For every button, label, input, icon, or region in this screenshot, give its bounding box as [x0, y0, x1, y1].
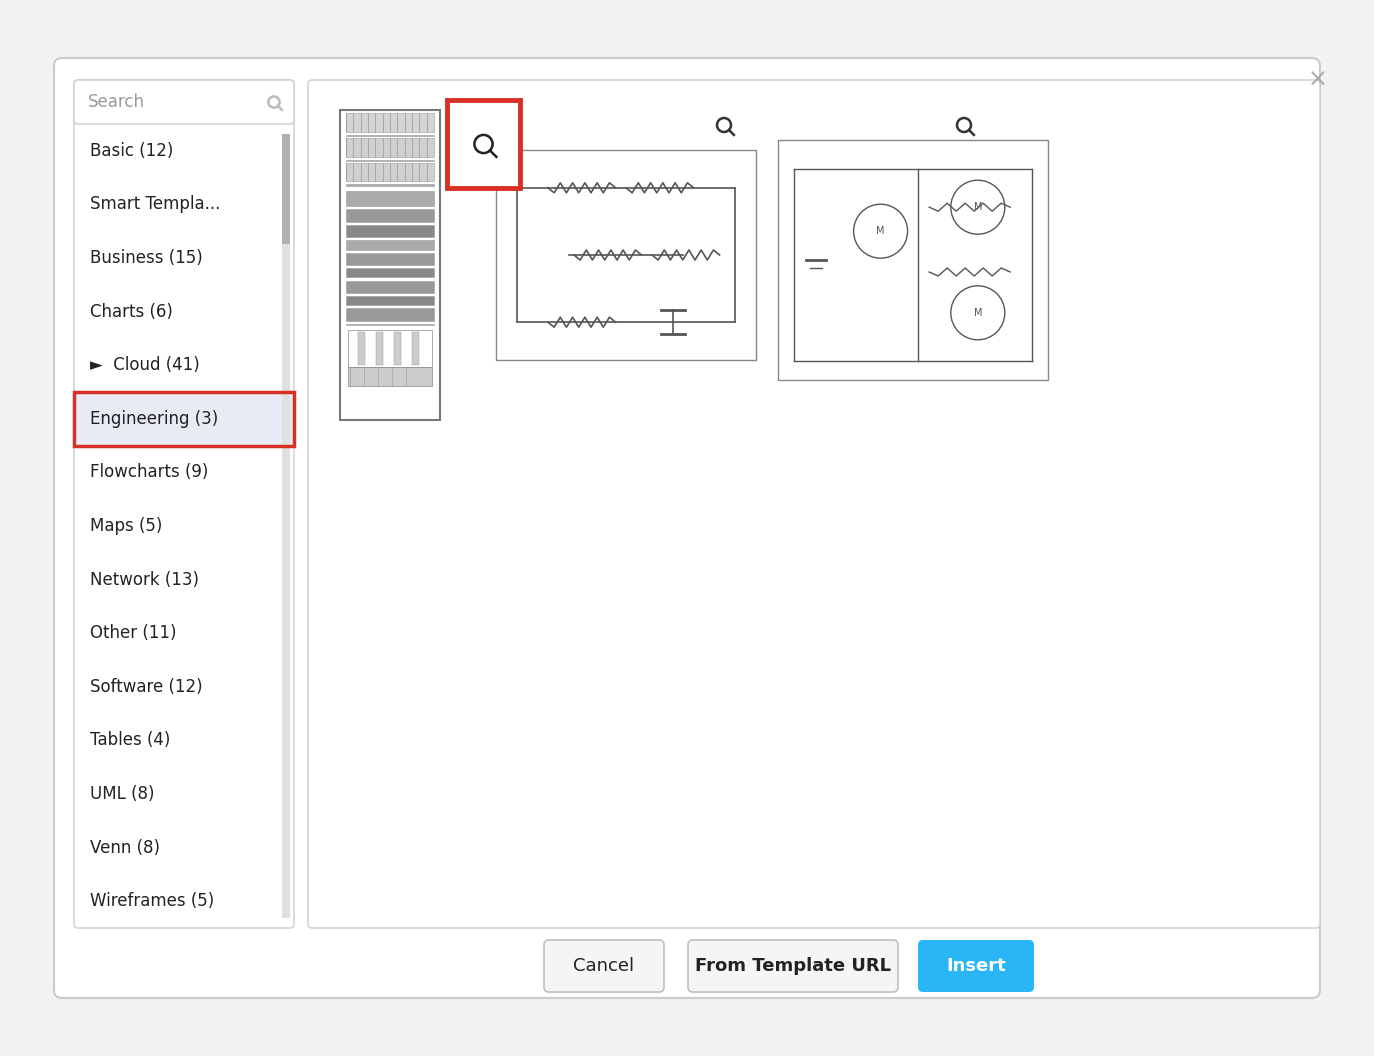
- Text: Smart Templa...: Smart Templa...: [91, 195, 220, 213]
- Text: Charts (6): Charts (6): [91, 303, 173, 321]
- FancyBboxPatch shape: [544, 940, 664, 992]
- Text: ►  Cloud (41): ► Cloud (41): [91, 356, 199, 374]
- Text: Flowcharts (9): Flowcharts (9): [91, 464, 209, 482]
- Bar: [346, 135, 434, 136]
- Bar: [346, 138, 434, 156]
- Text: Search: Search: [88, 93, 146, 111]
- Bar: [346, 190, 434, 206]
- Text: Basic (12): Basic (12): [91, 142, 173, 159]
- Text: UML (8): UML (8): [91, 785, 154, 803]
- Text: M: M: [974, 202, 982, 212]
- Bar: [346, 281, 434, 293]
- Bar: [346, 159, 434, 162]
- Text: M: M: [974, 307, 982, 318]
- Bar: [282, 134, 290, 244]
- Text: Venn (8): Venn (8): [91, 838, 159, 856]
- Bar: [348, 331, 431, 367]
- Text: Software (12): Software (12): [91, 678, 202, 696]
- Bar: [496, 150, 756, 360]
- Bar: [346, 324, 434, 325]
- Bar: [376, 332, 383, 365]
- Bar: [346, 268, 434, 278]
- Text: Engineering (3): Engineering (3): [91, 410, 218, 428]
- Bar: [346, 163, 434, 182]
- FancyBboxPatch shape: [74, 80, 294, 124]
- Text: ×: ×: [1308, 68, 1327, 92]
- Bar: [359, 332, 365, 365]
- Text: Other (11): Other (11): [91, 624, 176, 642]
- Bar: [394, 332, 401, 365]
- Text: Tables (4): Tables (4): [91, 732, 170, 750]
- Bar: [346, 296, 434, 305]
- Bar: [282, 134, 290, 918]
- Bar: [346, 240, 434, 249]
- FancyBboxPatch shape: [918, 940, 1035, 992]
- FancyBboxPatch shape: [688, 940, 899, 992]
- Bar: [348, 367, 431, 385]
- Bar: [346, 209, 434, 222]
- Text: M: M: [877, 226, 885, 237]
- Bar: [447, 100, 519, 188]
- Text: Cancel: Cancel: [573, 957, 635, 975]
- Text: Network (13): Network (13): [91, 570, 199, 588]
- Bar: [339, 110, 440, 420]
- Bar: [74, 392, 294, 446]
- FancyBboxPatch shape: [308, 80, 1320, 928]
- Bar: [346, 113, 434, 132]
- Bar: [346, 252, 434, 265]
- FancyBboxPatch shape: [74, 80, 294, 928]
- Bar: [346, 185, 434, 186]
- FancyBboxPatch shape: [54, 58, 1320, 998]
- Bar: [74, 392, 294, 446]
- Text: Insert: Insert: [947, 957, 1006, 975]
- Bar: [346, 308, 434, 321]
- Text: Wireframes (5): Wireframes (5): [91, 892, 214, 910]
- Bar: [412, 332, 419, 365]
- Text: From Template URL: From Template URL: [695, 957, 890, 975]
- Text: Business (15): Business (15): [91, 249, 203, 267]
- Bar: [346, 225, 434, 238]
- Text: Maps (5): Maps (5): [91, 517, 162, 535]
- Bar: [778, 140, 1048, 380]
